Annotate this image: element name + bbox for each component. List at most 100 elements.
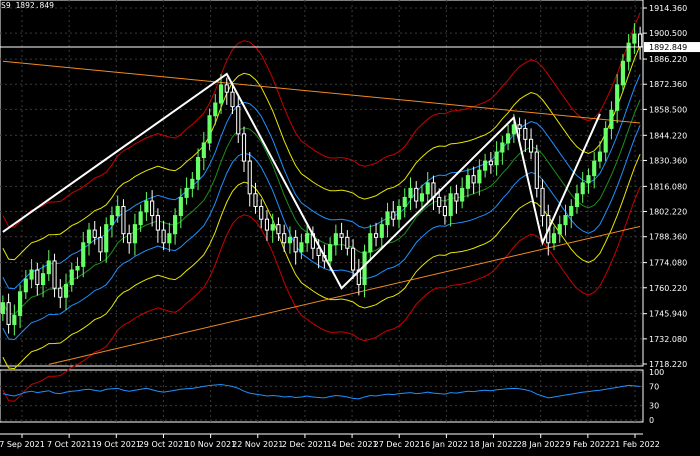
price-tick-label: 1858.500 — [649, 105, 687, 114]
candle-body — [155, 215, 160, 231]
candle-body — [236, 106, 241, 135]
time-tick-label: 28 Jan 2022 — [517, 440, 565, 449]
candle-body — [632, 33, 637, 44]
candle-body — [75, 265, 80, 271]
zigzag-polyline — [2, 72, 601, 290]
indicator-envelopes — [2, 12, 641, 402]
candle-body — [592, 160, 597, 177]
candle-body — [563, 215, 568, 226]
current-price-text: 1892.849 — [649, 43, 687, 52]
candle-body — [161, 229, 166, 244]
candle-body — [500, 142, 505, 153]
candle-body — [29, 269, 34, 280]
candle-body — [138, 211, 143, 226]
price-tick-label: 1900.500 — [649, 29, 687, 38]
candle-body — [92, 229, 97, 238]
candle-body — [557, 224, 562, 235]
time-tick-label: 18 Jan 2022 — [470, 440, 518, 449]
candle-body — [150, 200, 155, 217]
candle-body — [586, 175, 591, 184]
candle-body — [40, 273, 46, 286]
candle-body — [190, 178, 195, 189]
envelope-upper-yellow — [2, 45, 641, 261]
bollinger-upper — [2, 74, 641, 290]
candle-body — [597, 151, 603, 162]
osc-level-label: 30 — [649, 402, 659, 411]
candle-body — [201, 142, 206, 158]
bollinger-lower — [2, 124, 641, 341]
candle-body — [460, 187, 465, 202]
candle-body — [224, 84, 229, 93]
candle-body — [523, 127, 528, 140]
symbol-header: S9 1892.849 — [1, 1, 54, 10]
main-frame — [0, 0, 644, 367]
candle-body — [483, 160, 488, 171]
time-tick-label: 2 Dec 2021 — [282, 440, 328, 449]
candle-body — [328, 244, 333, 262]
candle-body — [620, 60, 625, 86]
candle-body — [569, 205, 574, 217]
time-tick-label: 10 Nov 2021 — [185, 440, 236, 449]
time-tick-label: 7 Sep 2021 — [0, 440, 45, 449]
candle-body — [264, 218, 270, 231]
trendline-upper — [2, 60, 641, 124]
candle-body — [368, 233, 373, 253]
candle-body — [46, 260, 51, 275]
current-price-box — [644, 42, 700, 53]
candle-body — [379, 224, 384, 238]
candle-body — [506, 133, 511, 144]
candle-body — [425, 182, 430, 195]
candle-body — [638, 33, 643, 48]
candle-body — [259, 205, 264, 220]
price-tick-label: 1872.360 — [649, 80, 687, 89]
price-tick-label: 1732.080 — [649, 335, 687, 344]
time-tick-label: 19 Oct 2021 — [92, 440, 141, 449]
candle-body — [396, 205, 402, 220]
candle-body — [287, 236, 293, 244]
candle-body — [253, 193, 258, 207]
zigzag-line — [2, 72, 601, 290]
candle-body — [373, 233, 379, 238]
time-tick-label: 29 Oct 2021 — [139, 440, 188, 449]
candle-body — [402, 196, 407, 207]
candle-body — [52, 260, 57, 289]
candle-body — [615, 84, 620, 111]
candle-body — [115, 205, 120, 217]
candle-body — [109, 215, 115, 226]
candle-body — [104, 224, 109, 253]
price-tick-label: 1745.940 — [649, 310, 687, 319]
candle-body — [471, 175, 476, 184]
candle-body — [121, 205, 126, 235]
price-tick-label: 1760.220 — [649, 284, 687, 293]
candle-body — [276, 224, 281, 235]
current-price-tag: 1892.849 — [0, 42, 700, 53]
time-tick-label: 27 Dec 2021 — [374, 440, 425, 449]
price-tick-label: 1718.220 — [649, 360, 687, 369]
candle-body — [230, 91, 235, 108]
candle-body — [35, 269, 40, 286]
trendlines — [2, 60, 641, 365]
candle-body — [144, 200, 149, 213]
candle-body — [207, 115, 212, 144]
candle-body — [167, 233, 172, 244]
candle-body — [345, 236, 350, 249]
candle-body — [362, 251, 367, 286]
candle-body — [339, 233, 344, 238]
trendline-lower — [48, 225, 641, 365]
candle-body — [534, 151, 539, 189]
candle-body — [86, 229, 92, 244]
candle-body — [69, 269, 74, 286]
price-tick-label: 1788.360 — [649, 233, 687, 242]
candle-body — [580, 182, 585, 195]
time-tick-label: 7 Oct 2021 — [47, 440, 91, 449]
candle-body — [63, 284, 69, 298]
time-tick-label: 6 Jan 2022 — [425, 440, 468, 449]
candle-body — [448, 193, 453, 217]
candle-body — [488, 160, 493, 166]
time-tick-label: 14 Dec 2021 — [327, 440, 378, 449]
candle-body — [270, 224, 275, 231]
price-tick-label: 1774.080 — [649, 259, 687, 268]
